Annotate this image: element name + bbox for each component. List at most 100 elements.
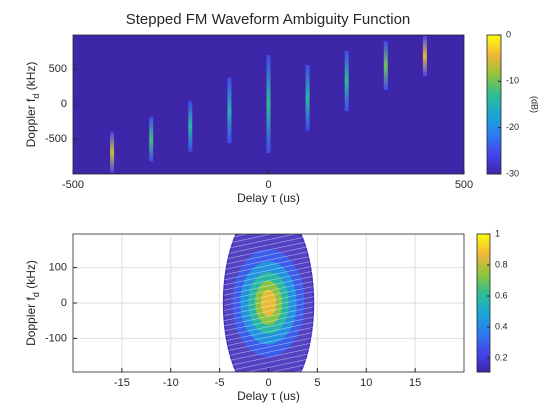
x-tick-label: 15	[409, 377, 421, 389]
colorbar-cell	[477, 234, 490, 238]
colorbar-cell	[477, 354, 490, 359]
colorbar-cell	[477, 306, 490, 311]
ridge	[383, 41, 388, 91]
plot-area	[73, 35, 464, 174]
colorbar-cell	[477, 282, 490, 287]
ridge	[149, 116, 154, 162]
colorbar-cell	[477, 320, 490, 325]
colorbar-cell	[477, 361, 490, 366]
colorbar-cell	[487, 97, 501, 102]
colorbar-cell	[477, 237, 490, 242]
plot-area	[73, 234, 464, 372]
colorbar-cell	[487, 149, 501, 154]
ridge	[344, 51, 349, 112]
colorbar-cell	[487, 153, 501, 158]
colorbar-cell	[487, 80, 501, 85]
colorbar-cell	[477, 251, 490, 256]
colorbar-cell	[487, 156, 501, 161]
colorbar-cell	[477, 316, 490, 321]
x-tick-label: 0	[265, 179, 271, 191]
x-tick-label: 5	[314, 377, 320, 389]
x-tick-label: 0	[265, 377, 271, 389]
colorbar-cell	[477, 268, 490, 273]
ridge	[188, 101, 193, 152]
colorbar-tick-label: 0.6	[495, 290, 508, 300]
ridge	[305, 65, 310, 131]
colorbar-cell	[477, 337, 490, 342]
x-tick-label: 500	[455, 179, 473, 191]
x-tick-label: -15	[114, 377, 130, 389]
colorbar-cell	[477, 334, 490, 338]
colorbar-cell	[487, 128, 501, 133]
colorbar-cell	[487, 90, 501, 95]
y-tick-label: -100	[45, 332, 67, 344]
colorbar-cell	[477, 240, 490, 245]
colorbar-cell	[477, 358, 490, 363]
colorbar-cell	[487, 114, 501, 119]
colorbar-cell	[477, 254, 490, 259]
colorbar-box	[486, 34, 502, 175]
colorbar-tick-label: 0.8	[495, 259, 508, 269]
colorbar-cell	[477, 344, 490, 349]
colorbar-tick-label: 1	[495, 228, 500, 238]
colorbar-cell	[487, 69, 501, 74]
y-tick-label: 0	[61, 297, 67, 309]
colorbar-cell	[477, 265, 490, 269]
colorbar-cell	[477, 323, 490, 328]
colorbar-cell	[477, 271, 490, 276]
ridge	[227, 77, 232, 144]
colorbar-cell	[487, 121, 501, 126]
colorbar-cell	[477, 303, 490, 307]
colorbar-cell	[487, 76, 501, 81]
y-axis-label: Doppler fd (kHz)	[24, 62, 41, 148]
colorbar-cell	[487, 125, 501, 130]
colorbar-cell	[487, 83, 501, 88]
colorbar-tick-label: -10	[506, 76, 519, 86]
colorbar-cell	[477, 261, 490, 266]
ridge	[266, 55, 271, 154]
contour-hatch	[223, 234, 314, 372]
colorbar-cell	[487, 139, 501, 144]
colorbar-cell	[487, 132, 501, 137]
colorbar-cell	[487, 66, 501, 71]
colorbar-cell	[477, 289, 490, 294]
colorbar-cell	[487, 160, 501, 165]
colorbar-cell	[487, 146, 501, 151]
colorbar-label: (dB)	[530, 96, 540, 113]
colorbar-cell	[477, 275, 490, 280]
colorbar-cell	[477, 278, 490, 283]
ridge	[422, 35, 427, 77]
colorbar-cell	[487, 104, 501, 109]
colorbar-cell	[477, 309, 490, 314]
colorbar-cell	[487, 94, 501, 99]
colorbar-cell	[477, 368, 490, 373]
colorbar-cell	[487, 52, 501, 57]
x-tick-label: -10	[163, 377, 179, 389]
colorbar-tick-label: -20	[506, 122, 519, 132]
colorbar-cell	[477, 327, 490, 332]
colorbar-cell	[487, 59, 501, 64]
colorbar-cell	[487, 87, 501, 92]
colorbar-box	[476, 233, 491, 373]
y-tick-label: 0	[61, 98, 67, 110]
x-tick-label: 10	[360, 377, 372, 389]
colorbar-cell	[487, 48, 501, 53]
colorbar-cell	[487, 45, 501, 50]
ridge	[110, 132, 115, 173]
chart-title: Stepped FM Waveform Ambiguity Function	[126, 11, 411, 28]
x-tick-label: -500	[62, 179, 84, 191]
colorbar-cell	[487, 35, 501, 39]
colorbar-cell	[477, 244, 490, 249]
y-tick-label: -500	[45, 133, 67, 145]
colorbar-cell	[487, 38, 501, 43]
colorbar-cell	[477, 340, 490, 345]
colorbar-cell	[487, 142, 501, 147]
colorbar-cell	[477, 351, 490, 356]
y-tick-label: 500	[49, 63, 67, 75]
colorbar-cell	[477, 292, 490, 297]
colorbar-cell	[477, 330, 490, 335]
colorbar-cell	[477, 285, 490, 290]
x-tick-label: -5	[215, 377, 225, 389]
colorbar-cell	[487, 62, 501, 67]
